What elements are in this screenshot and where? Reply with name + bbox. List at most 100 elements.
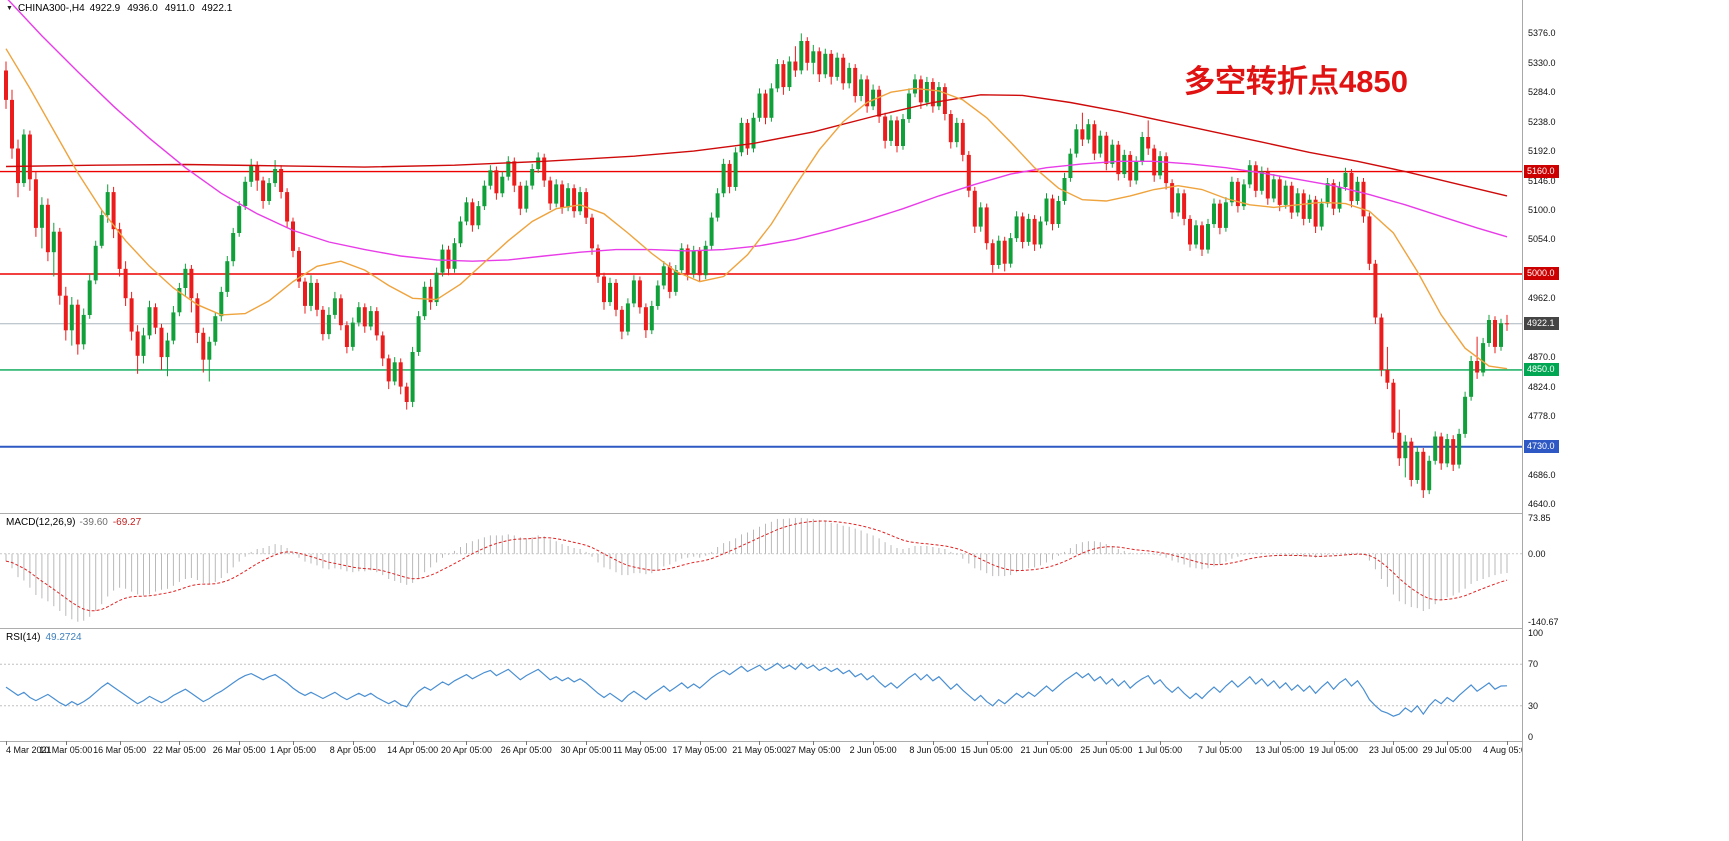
axis-tick-label: 70 <box>1528 659 1539 670</box>
time-tick-label: 8 Apr 05:00 <box>329 745 376 755</box>
rsi-value: 49.2724 <box>45 632 82 643</box>
axis-tick-label: 5192.0 <box>1528 146 1556 157</box>
time-scale[interactable]: 4 Mar 2021 10 Mar 05:00 16 Mar 05:00 22 Mar… <box>0 741 1729 760</box>
axis-tick-label: 0 <box>1528 732 1534 742</box>
rsi-name: RSI(14) <box>6 632 41 643</box>
price-level-badge: 5160.0 <box>1524 164 1559 178</box>
time-tick-mark <box>6 741 7 745</box>
time-tick-mark <box>1447 741 1449 745</box>
axis-tick-label: 4824.0 <box>1528 381 1556 392</box>
time-tick-label: 30 Apr 05:00 <box>560 745 612 755</box>
time-tick-mark <box>1160 741 1162 745</box>
axis-tick-label: 5100.0 <box>1528 204 1556 215</box>
time-tick-label: 4 Aug 05:00 <box>1482 745 1531 755</box>
macd-value-signal: -69.27 <box>112 517 142 528</box>
time-tick-mark <box>986 741 988 745</box>
time-axis-line <box>0 741 1729 742</box>
time-tick-label: 14 Apr 05:00 <box>387 745 439 755</box>
macd-panel-canvas[interactable] <box>0 514 1522 628</box>
symbol-name: CHINA300-,H4 <box>17 3 85 14</box>
time-tick-label: 17 May 05:00 <box>672 745 727 755</box>
panel-divider[interactable] <box>0 513 1729 514</box>
axis-tick-label: 4640.0 <box>1528 499 1556 510</box>
axis-tick-label: 5330.0 <box>1528 57 1556 68</box>
axis-tick-label: 4778.0 <box>1528 411 1556 421</box>
axis-tick-label: 5238.0 <box>1528 116 1556 127</box>
axis-tick-label: 30 <box>1528 700 1539 711</box>
time-tick-mark <box>1106 741 1108 745</box>
time-tick-label: 7 Jul 05:00 <box>1197 745 1242 755</box>
axis-tick-label: 5376.0 <box>1528 28 1556 39</box>
time-tick-label: 8 Jun 05:00 <box>909 745 957 755</box>
ohlc-close: 4922.1 <box>201 3 233 14</box>
ohlc-low: 4911.0 <box>164 3 195 14</box>
axis-tick-label: 0.00 <box>1528 548 1546 559</box>
time-tick-label: 20 Apr 05:00 <box>440 745 492 755</box>
time-tick-label: 11 May 05:00 <box>612 745 667 755</box>
time-tick-mark <box>65 741 67 745</box>
rsi-panel-canvas[interactable] <box>0 629 1522 741</box>
time-tick-mark <box>1506 741 1508 745</box>
time-tick-label: 22 Mar 05:00 <box>152 745 206 755</box>
axis-tick-label: 100 <box>1528 628 1544 638</box>
time-tick-label: 19 Jul 05:00 <box>1309 745 1359 755</box>
time-tick-label: 23 Jul 05:00 <box>1368 745 1418 755</box>
time-tick-mark <box>179 741 181 745</box>
time-tick-label: 27 May 05:00 <box>786 745 841 755</box>
symbol-dropdown-icon[interactable]: ▼ <box>6 4 13 12</box>
ohlc-open: 4922.9 <box>89 3 121 14</box>
symbol-header: ▼ CHINA300-,H4 4922.9 4936.0 4911.0 4922… <box>6 3 232 14</box>
time-tick-mark <box>699 741 701 745</box>
time-tick-mark <box>759 741 761 745</box>
time-tick-label: 1 Jul 05:00 <box>1138 745 1183 755</box>
time-tick-label: 26 Apr 05:00 <box>500 745 552 755</box>
time-tick-label: 2 Jun 05:00 <box>849 745 897 755</box>
price-level-badge: 4730.0 <box>1524 439 1559 453</box>
time-tick-mark <box>813 741 815 745</box>
rsi-indicator-label: RSI(14) 49.2724 <box>6 632 82 643</box>
time-tick-label: 25 Jun 05:00 <box>1080 745 1133 755</box>
price-level-badge: 4922.1 <box>1524 316 1559 330</box>
time-tick-mark <box>1393 741 1395 745</box>
axis-tick-label: 4870.0 <box>1528 352 1556 363</box>
time-tick-mark <box>1333 741 1335 745</box>
axis-tick-label: 5146.0 <box>1528 175 1556 186</box>
panel-divider[interactable] <box>0 628 1729 629</box>
time-tick-label: 15 Jun 05:00 <box>960 745 1013 755</box>
time-tick-mark <box>119 741 121 745</box>
price-level-badge: 5000.0 <box>1524 266 1559 280</box>
time-tick-label: 1 Apr 05:00 <box>270 745 317 755</box>
annotation-text: 多空转折点4850 <box>1184 64 1408 99</box>
time-tick-label: 16 Mar 05:00 <box>93 745 147 755</box>
macd-indicator-label: MACD(12,26,9) -39.60 -69.27 <box>6 517 141 528</box>
time-tick-label: 21 May 05:00 <box>732 745 787 755</box>
time-tick-mark <box>1046 741 1048 745</box>
macd-name: MACD(12,26,9) <box>6 517 76 528</box>
price-scale[interactable]: 5376.0 5330.0 5284.0 5238.0 5192.0 5146.0 5100… <box>1522 0 1729 841</box>
time-tick-label: 13 Jul 05:00 <box>1255 745 1305 755</box>
time-tick-mark <box>1219 741 1221 745</box>
time-tick-mark <box>352 741 354 745</box>
axis-tick-label: 73.85 <box>1528 513 1551 523</box>
ohlc-readout: 4922.9 4936.0 4911.0 4922.1 <box>90 3 233 14</box>
price-level-badge: 4850.0 <box>1524 362 1559 376</box>
time-tick-mark <box>239 741 241 745</box>
time-tick-label: 21 Jun 05:00 <box>1020 745 1073 755</box>
time-tick-mark <box>873 741 875 745</box>
axis-tick-label: -140.67 <box>1528 617 1559 627</box>
price-chart-canvas[interactable] <box>0 0 1522 513</box>
macd-value-main: -39.60 <box>79 517 108 528</box>
time-tick-mark <box>932 741 934 745</box>
axis-tick-label: 5054.0 <box>1528 234 1556 245</box>
time-tick-label: 10 Mar 05:00 <box>39 745 93 755</box>
time-tick-mark <box>412 741 414 745</box>
time-tick-mark <box>526 741 528 745</box>
time-tick-label: 4 Mar 2021 <box>6 745 52 755</box>
time-tick-mark <box>639 741 641 745</box>
axis-tick-label: 4686.0 <box>1528 469 1556 480</box>
axis-tick-label: 4962.0 <box>1528 293 1556 304</box>
time-tick-mark <box>586 741 588 745</box>
axis-tick-label: 5284.0 <box>1528 87 1556 98</box>
time-tick-mark <box>466 741 468 745</box>
